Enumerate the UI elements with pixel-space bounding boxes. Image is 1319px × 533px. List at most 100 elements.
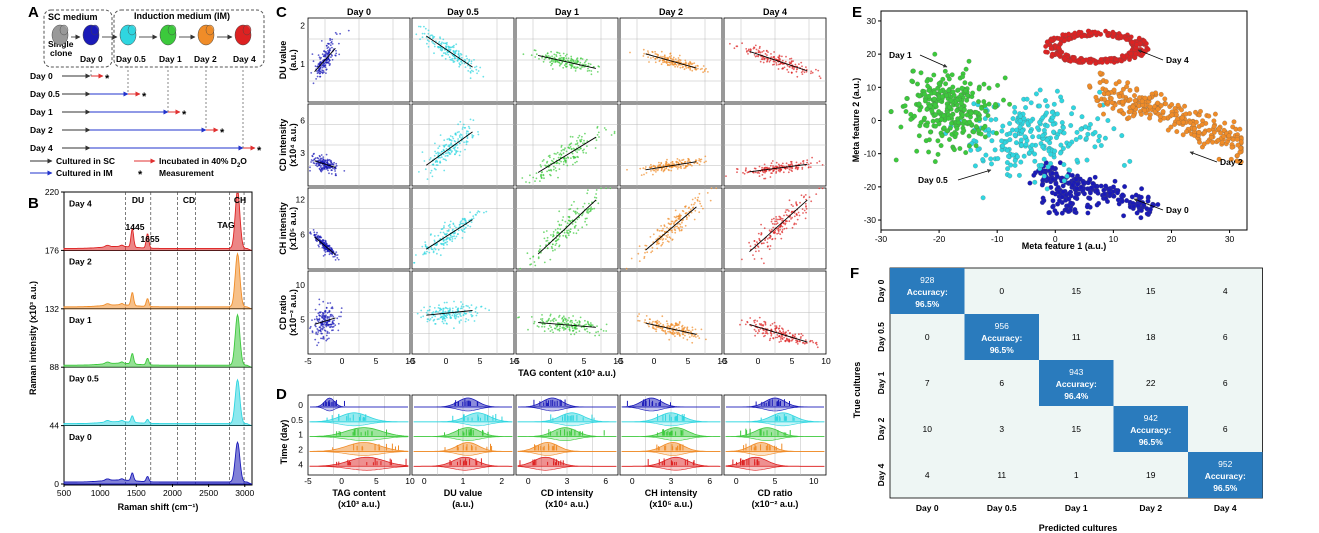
d-xtick-label-0-3: 10 bbox=[405, 476, 415, 486]
spectrum-1 bbox=[63, 252, 252, 310]
c-point bbox=[805, 66, 807, 68]
c-point bbox=[573, 200, 575, 203]
e-point bbox=[1067, 167, 1073, 173]
c-point bbox=[703, 69, 706, 71]
c-point bbox=[775, 62, 778, 64]
band-label-du: DU bbox=[132, 195, 144, 205]
c-point bbox=[475, 314, 478, 317]
e-point bbox=[916, 101, 922, 107]
c-point bbox=[578, 213, 580, 215]
c-point bbox=[792, 60, 794, 62]
c-point bbox=[671, 220, 674, 223]
c-point bbox=[781, 67, 784, 70]
c-point bbox=[798, 214, 801, 217]
c-point bbox=[648, 61, 650, 63]
c-point bbox=[451, 310, 454, 313]
c-point bbox=[652, 164, 655, 167]
c-point bbox=[422, 315, 425, 318]
c-point bbox=[320, 322, 322, 325]
c-point bbox=[324, 251, 327, 253]
e-point bbox=[973, 124, 979, 129]
c-point bbox=[437, 152, 440, 155]
c-point bbox=[311, 331, 314, 334]
c-point bbox=[420, 316, 422, 319]
c-row-unit-1: (x10⁴ a.u.) bbox=[288, 123, 298, 166]
c-point bbox=[787, 171, 790, 174]
e-point bbox=[1138, 208, 1144, 213]
c-point bbox=[468, 311, 471, 313]
c-point bbox=[312, 60, 315, 63]
c-point bbox=[589, 322, 592, 324]
c-points-3-3 bbox=[636, 313, 707, 344]
c-point bbox=[477, 210, 480, 213]
e-point bbox=[1061, 178, 1067, 184]
c-point bbox=[319, 66, 322, 69]
c-point bbox=[428, 319, 431, 322]
c-point bbox=[585, 223, 588, 226]
c-point bbox=[446, 232, 448, 235]
c-point bbox=[430, 233, 432, 236]
c-point bbox=[446, 152, 448, 154]
e-point bbox=[1103, 183, 1109, 189]
c-point bbox=[562, 319, 565, 321]
c-point bbox=[764, 53, 767, 55]
c-point bbox=[317, 71, 320, 74]
c-point bbox=[428, 158, 431, 161]
c-point bbox=[321, 163, 324, 166]
c-point bbox=[330, 161, 333, 164]
c-point bbox=[583, 139, 585, 142]
c-point bbox=[801, 73, 804, 75]
c-point bbox=[775, 168, 778, 171]
c-point bbox=[691, 69, 694, 72]
d-xtick-label-3-2: 6 bbox=[707, 476, 712, 486]
c-point bbox=[674, 220, 676, 223]
c-point bbox=[663, 225, 666, 228]
e-point bbox=[1068, 123, 1074, 128]
c-point bbox=[672, 330, 675, 333]
c-point bbox=[665, 160, 668, 163]
c-point bbox=[668, 61, 670, 63]
c-point bbox=[649, 236, 652, 238]
c-point bbox=[556, 238, 559, 241]
e-point bbox=[1092, 144, 1098, 150]
c-point bbox=[804, 202, 807, 205]
e-point bbox=[1112, 178, 1118, 184]
c-point bbox=[643, 173, 645, 176]
c-point bbox=[325, 44, 328, 47]
c-point bbox=[440, 228, 443, 231]
c-xtick-label-0-0: -5 bbox=[304, 356, 312, 366]
c-point bbox=[315, 315, 318, 318]
c-point bbox=[814, 342, 817, 344]
e-point bbox=[959, 100, 964, 106]
c-point bbox=[444, 158, 446, 161]
c-ytick-label-1-0: 6 bbox=[300, 115, 305, 125]
c-point bbox=[566, 164, 569, 167]
c-point bbox=[462, 314, 465, 317]
c-point bbox=[796, 75, 799, 78]
c-point bbox=[596, 127, 599, 129]
c-point bbox=[312, 159, 314, 162]
c-point bbox=[311, 155, 314, 157]
c-point bbox=[774, 60, 776, 63]
e-point bbox=[893, 157, 899, 163]
c-point bbox=[440, 43, 443, 45]
c-point bbox=[558, 64, 561, 67]
c-point bbox=[772, 226, 775, 229]
c-point bbox=[468, 219, 471, 222]
c-point bbox=[455, 43, 458, 46]
c-point bbox=[651, 326, 654, 329]
c-point bbox=[532, 176, 535, 179]
c-point bbox=[588, 331, 591, 334]
c-point bbox=[775, 161, 778, 164]
c-point bbox=[552, 249, 554, 252]
c-point bbox=[578, 134, 581, 137]
c-point bbox=[663, 54, 666, 57]
c-point bbox=[325, 242, 328, 245]
c-point bbox=[316, 344, 318, 347]
c-point bbox=[765, 50, 768, 52]
e-point bbox=[1002, 75, 1008, 81]
e-point bbox=[942, 68, 948, 74]
e-point bbox=[1059, 210, 1065, 216]
c-point bbox=[763, 177, 765, 180]
c-point bbox=[458, 65, 461, 68]
